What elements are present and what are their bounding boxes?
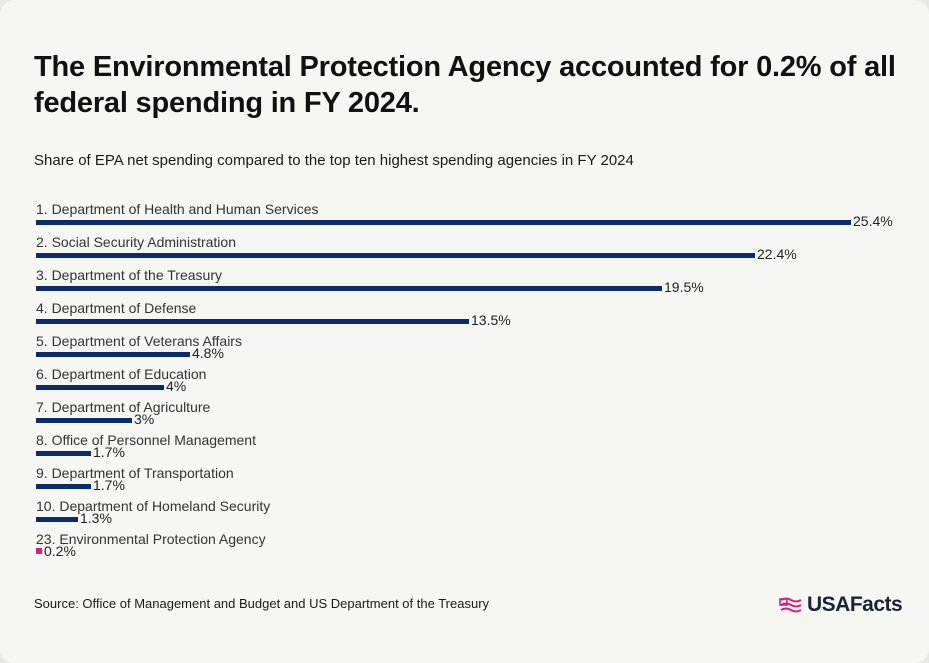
- value-label: 1.7%: [92, 476, 127, 495]
- bar: [36, 548, 42, 554]
- value-label: 0.2%: [43, 542, 78, 561]
- logo-text: USAFacts: [807, 593, 903, 616]
- flag-icon: [779, 597, 802, 613]
- value-label: 19.5%: [663, 278, 706, 297]
- chart-title: The Environmental Protection Agency acco…: [34, 51, 896, 119]
- bar: [36, 517, 78, 522]
- value-label: 25.4%: [852, 212, 895, 231]
- usafacts-logo: USAFacts: [779, 592, 903, 618]
- value-label: 4%: [164, 377, 187, 396]
- category-label: 1. Department of Health and Human Servic…: [36, 201, 319, 217]
- category-label: 4. Department of Defense: [36, 300, 197, 316]
- bar-row: 10. Department of Homeland Security 1.3%: [0, 492, 929, 528]
- bar: [36, 484, 91, 489]
- bar-row: 7. Department of Agriculture 3%: [0, 393, 929, 429]
- bar-row: 23. Environmental Protection Agency 0.2%: [0, 525, 929, 561]
- category-label: 8. Office of Personnel Management: [36, 432, 256, 448]
- chart-subtitle: Share of EPA net spending compared to th…: [34, 152, 634, 169]
- bar: [36, 319, 469, 324]
- bar-row: 6. Department of Education 4%: [0, 360, 929, 396]
- bar-row: 1. Department of Health and Human Servic…: [0, 195, 929, 231]
- bar-row: 9. Department of Transportation 1.7%: [0, 459, 929, 495]
- category-label: 10. Department of Homeland Security: [36, 498, 271, 514]
- bar-row: 8. Office of Personnel Management 1.7%: [0, 426, 929, 462]
- category-label: 5. Department of Veterans Affairs: [36, 333, 242, 349]
- category-label: 23. Environmental Protection Agency: [36, 531, 266, 547]
- value-label: 4.8%: [191, 344, 226, 363]
- bar: [36, 253, 755, 258]
- bar-row: 5. Department of Veterans Affairs 4.8%: [0, 327, 929, 363]
- bar: [36, 286, 662, 291]
- category-label: 2. Social Security Administration: [36, 234, 236, 250]
- bar: [36, 385, 164, 390]
- value-label: 1.3%: [79, 509, 114, 528]
- value-label: 1.7%: [92, 443, 127, 462]
- bar: [36, 418, 132, 423]
- bar: [36, 352, 190, 357]
- bar: [36, 220, 851, 225]
- value-label: 13.5%: [470, 311, 513, 330]
- category-label: 6. Department of Education: [36, 366, 207, 382]
- bar: [36, 451, 91, 456]
- category-label: 7. Department of Agriculture: [36, 399, 211, 415]
- bar-row: 4. Department of Defense 13.5%: [0, 294, 929, 330]
- bar-row: 2. Social Security Administration 22.4%: [0, 228, 929, 264]
- bar-chart: 1. Department of Health and Human Servic…: [0, 195, 929, 565]
- value-label: 22.4%: [756, 245, 799, 264]
- category-label: 3. Department of the Treasury: [36, 267, 222, 283]
- source-note: Source: Office of Management and Budget …: [34, 596, 490, 611]
- bar-row: 3. Department of the Treasury 19.5%: [0, 261, 929, 297]
- value-label: 3%: [132, 410, 155, 429]
- category-label: 9. Department of Transportation: [36, 465, 234, 481]
